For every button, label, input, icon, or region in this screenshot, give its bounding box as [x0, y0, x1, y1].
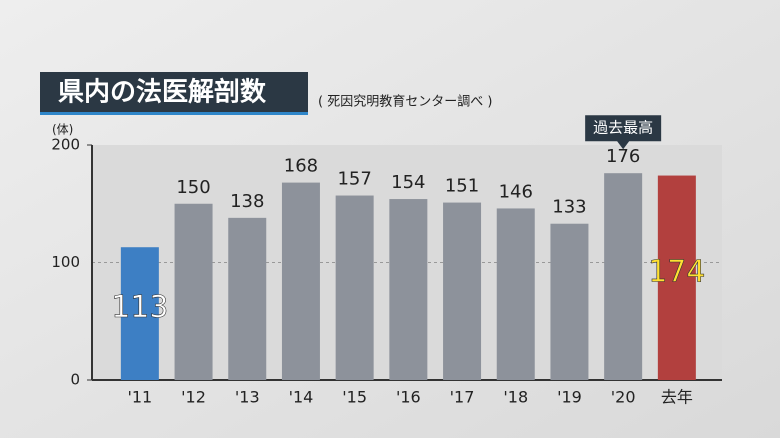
data-label: 150	[176, 177, 210, 198]
title-underline	[40, 112, 308, 115]
bar	[657, 175, 696, 380]
x-tick-label: 去年	[661, 388, 693, 407]
bar	[120, 247, 159, 380]
chart-title: 県内の法医解剖数	[58, 77, 267, 108]
x-tick-label: '20	[611, 388, 636, 407]
bar	[389, 199, 428, 380]
annotation-box	[585, 115, 662, 150]
x-tick-label: '18	[503, 388, 528, 407]
x-tick-label: '12	[181, 388, 206, 407]
bar	[550, 223, 589, 380]
x-tick-label: '15	[342, 388, 367, 407]
bar	[335, 195, 374, 380]
bar	[174, 203, 213, 380]
data-label: 151	[445, 176, 479, 197]
subtitle: ( 死因究明教育センター調べ )	[318, 94, 492, 110]
y-tick-label: 0	[70, 371, 80, 389]
data-label: 168	[284, 156, 318, 177]
data-label: 146	[499, 181, 533, 202]
bar	[281, 182, 320, 380]
data-label: 174	[648, 254, 705, 289]
bar	[228, 217, 267, 380]
x-tick-label: '14	[289, 388, 314, 407]
data-label: 157	[337, 169, 371, 190]
title-box	[40, 72, 308, 112]
x-tick-label: '19	[557, 388, 582, 407]
y-tick-label: 200	[51, 136, 80, 154]
y-unit: (体)	[52, 123, 73, 137]
x-tick-label: '11	[127, 388, 152, 407]
x-tick-label: '13	[235, 388, 260, 407]
x-tick-label: '17	[450, 388, 475, 407]
bar	[443, 202, 482, 380]
data-label: 176	[606, 146, 640, 167]
data-label: 138	[230, 191, 264, 212]
x-tick-label: '16	[396, 388, 421, 407]
bar	[496, 208, 535, 380]
y-tick-label: 100	[51, 253, 80, 271]
data-label: 133	[552, 197, 586, 218]
annotation: 過去最高	[593, 119, 653, 137]
data-label: 154	[391, 172, 425, 193]
bar	[604, 173, 643, 380]
data-label: 113	[111, 290, 168, 325]
